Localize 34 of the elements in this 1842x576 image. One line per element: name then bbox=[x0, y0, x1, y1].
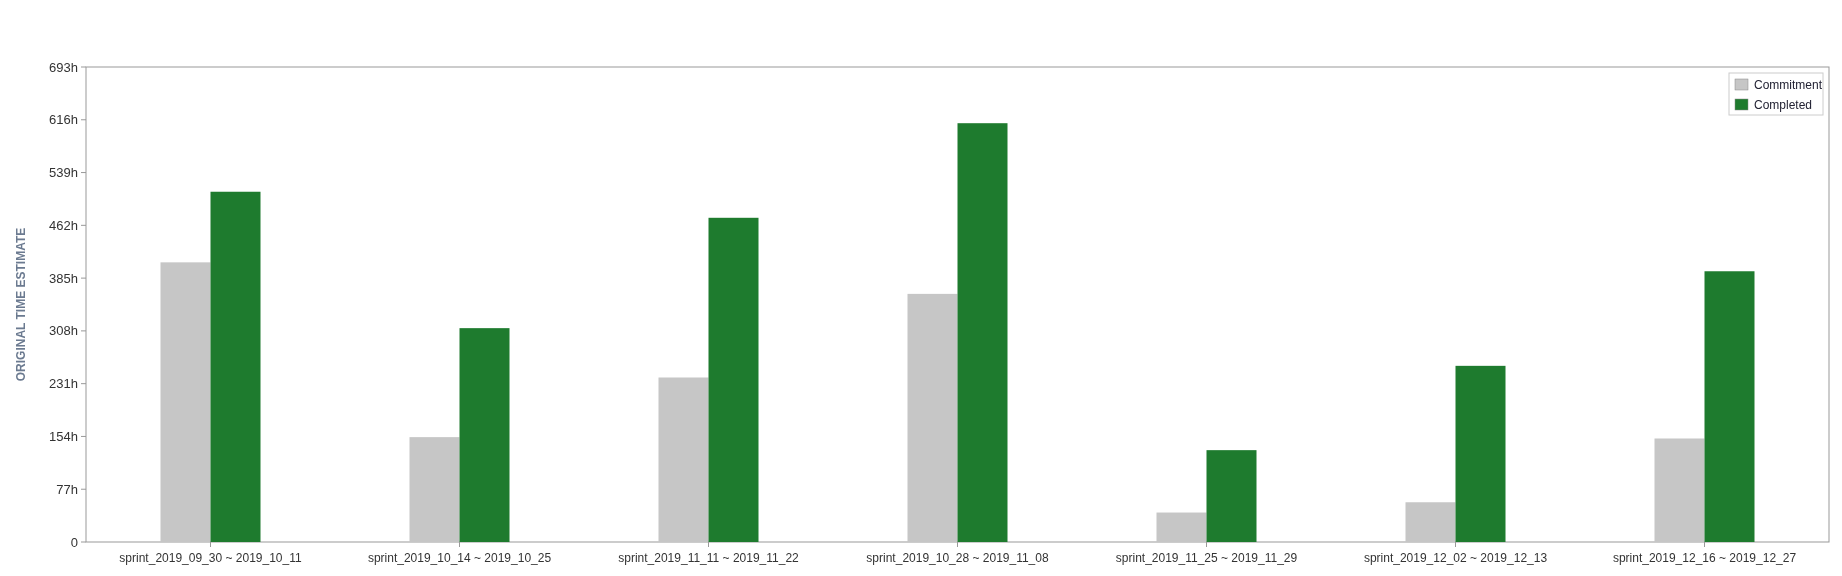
x-tick-label: sprint_2019_10_14 ~ 2019_10_25 bbox=[367, 551, 552, 565]
y-tick-label: 0 bbox=[70, 534, 78, 550]
bar bbox=[1156, 512, 1207, 542]
x-tick-label: sprint_2019_11_25 ~ 2019_11_29 bbox=[1115, 551, 1298, 565]
bar bbox=[1405, 502, 1456, 542]
y-tick-label: 77h bbox=[56, 481, 78, 497]
y-tick-label: 385h bbox=[49, 270, 78, 286]
x-tick-label: sprint_2019_11_11 ~ 2019_11_22 bbox=[618, 551, 800, 565]
x-tick-label: sprint_2019_12_16 ~ 2019_12_27 bbox=[1612, 551, 1797, 565]
bar bbox=[160, 262, 211, 542]
bar bbox=[1704, 271, 1755, 542]
legend-label: Completed bbox=[1754, 98, 1813, 112]
bar bbox=[907, 293, 958, 542]
x-tick-label: sprint_2019_12_02 ~ 2019_12_13 bbox=[1363, 551, 1548, 565]
bar bbox=[1654, 438, 1705, 542]
x-tick-label: sprint_2019_09_30 ~ 2019_10_11 bbox=[119, 551, 302, 565]
y-tick-label: 616h bbox=[49, 112, 78, 128]
bar bbox=[210, 191, 261, 542]
y-tick-label: 154h bbox=[49, 428, 78, 444]
y-tick-label: 231h bbox=[49, 376, 78, 392]
bar bbox=[1455, 365, 1506, 542]
y-tick-label: 693h bbox=[49, 59, 78, 75]
legend-label: Commitment bbox=[1754, 78, 1823, 92]
bar bbox=[708, 217, 759, 542]
bar bbox=[957, 123, 1008, 542]
y-axis-title: ORIGINAL TIME ESTIMATE bbox=[14, 227, 28, 382]
bar bbox=[459, 328, 510, 542]
x-tick-label: sprint_2019_10_28 ~ 2019_11_08 bbox=[866, 551, 1049, 565]
y-tick-label: 308h bbox=[49, 323, 78, 339]
y-tick-label: 462h bbox=[49, 217, 78, 233]
bar bbox=[1206, 450, 1257, 542]
y-tick-label: 539h bbox=[49, 165, 78, 181]
bar bbox=[658, 377, 709, 542]
bar bbox=[409, 437, 460, 542]
